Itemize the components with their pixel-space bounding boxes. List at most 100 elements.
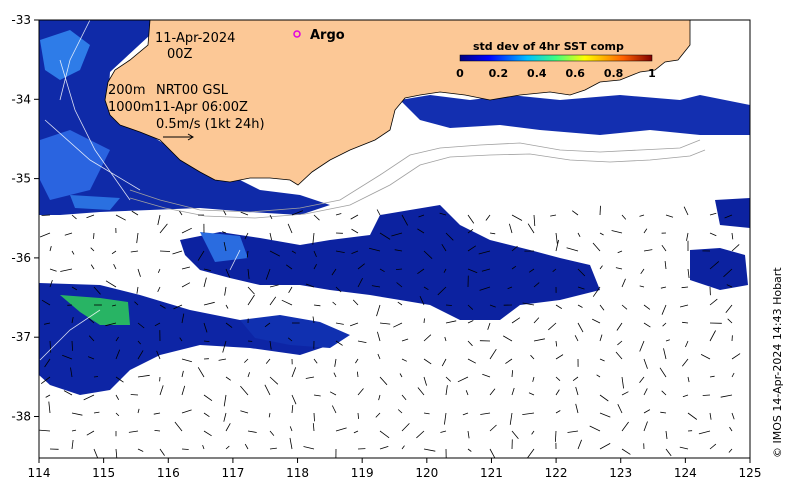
current-vector: [131, 210, 139, 216]
current-vector: [88, 317, 95, 324]
x-axis: 114 115 116 117 118 119 120 121 122 123 124 125: [28, 458, 761, 480]
current-vector: [482, 373, 491, 378]
current-vector: [616, 322, 623, 331]
current-vector: [93, 286, 101, 295]
current-vector: [173, 304, 183, 310]
current-vector: [240, 211, 249, 216]
current-vector: [577, 268, 586, 277]
current-vector: [247, 294, 255, 306]
current-vector: [621, 421, 629, 432]
x-tick-label: 123: [609, 466, 632, 480]
current-vector: [115, 214, 126, 221]
current-vector: [621, 391, 629, 396]
current-vector: [665, 339, 670, 342]
current-vector: [709, 212, 717, 216]
current-vector: [159, 385, 164, 396]
current-vector: [662, 322, 667, 327]
current-vector: [511, 214, 523, 221]
current-vector: [105, 280, 117, 288]
current-vector: [269, 232, 272, 241]
current-vector: [224, 286, 227, 296]
x-tick-label: 121: [480, 466, 503, 480]
current-vector: [357, 340, 367, 343]
current-vector: [665, 448, 672, 457]
current-vector: [87, 356, 95, 360]
current-vector: [528, 392, 535, 396]
current-vector: [555, 239, 559, 252]
x-tick-label: 119: [351, 466, 374, 480]
current-vector: [467, 214, 475, 224]
current-vector: [467, 448, 472, 452]
current-vector: [589, 425, 601, 432]
current-vector: [281, 299, 293, 306]
current-vector: [683, 206, 689, 216]
current-vector: [335, 213, 342, 216]
current-vector: [571, 210, 579, 216]
current-vector: [240, 410, 249, 414]
current-vector: [530, 354, 535, 360]
current-vector: [726, 284, 733, 288]
current-vector: [41, 214, 51, 216]
current-vector: [478, 250, 491, 255]
current-vector: [533, 214, 536, 227]
current-vector: [724, 214, 733, 219]
current-vector: [445, 304, 452, 306]
current-vector: [615, 351, 623, 360]
current-vector: [247, 268, 250, 279]
current-vector: [331, 268, 337, 276]
current-vector: [592, 242, 601, 252]
current-vector: [179, 337, 183, 342]
current-vector: [225, 376, 231, 381]
current-vector: [467, 304, 474, 310]
current-vector: [709, 298, 718, 306]
current-vector: [533, 338, 545, 342]
current-vector: [709, 443, 717, 450]
current-vector: [240, 385, 249, 396]
legend-title: std dev of 4hr SST comp: [473, 40, 624, 53]
current-vector: [522, 412, 535, 415]
current-vector: [419, 296, 425, 306]
current-vector: [223, 210, 227, 216]
current-vector: [203, 268, 211, 271]
current-vector: [313, 412, 315, 422]
current-vector: [441, 358, 447, 367]
current-vector: [401, 445, 405, 450]
current-vector: [179, 210, 183, 216]
current-vector: [202, 444, 205, 450]
current-vector: [552, 268, 557, 273]
current-vector: [511, 317, 521, 324]
current-vector: [305, 283, 315, 288]
current-vector: [287, 223, 293, 234]
current-vector: [112, 304, 117, 307]
current-vector: [621, 214, 627, 220]
x-tick-label: 115: [92, 466, 115, 480]
current-vector: [225, 445, 230, 450]
current-vector: [555, 304, 563, 309]
current-vector: [599, 394, 609, 402]
current-vector: [137, 374, 150, 378]
current-vector: [244, 443, 249, 450]
current-vector: [511, 265, 517, 270]
current-vector: [643, 228, 648, 234]
current-vector: [333, 372, 337, 378]
current-vector: [269, 296, 277, 306]
current-vector: [401, 394, 407, 401]
current-vector: [244, 358, 249, 363]
current-vector: [376, 209, 381, 216]
current-vector: [567, 430, 579, 433]
current-vector: [663, 348, 667, 360]
current-vector: [617, 404, 623, 414]
current-vector: [661, 244, 667, 252]
current-vector: [355, 358, 359, 364]
current-vector: [174, 421, 183, 432]
sst-high-variance-4: [70, 195, 120, 210]
colorbar-tick-label: 0.8: [604, 67, 624, 80]
current-vector: [203, 430, 212, 437]
y-tick-label: -37: [11, 330, 31, 344]
current-vector: [369, 247, 381, 252]
current-vector: [423, 448, 436, 452]
current-vector: [687, 376, 690, 383]
current-vector: [621, 278, 626, 288]
current-vector: [88, 335, 95, 342]
current-vector: [181, 409, 192, 414]
